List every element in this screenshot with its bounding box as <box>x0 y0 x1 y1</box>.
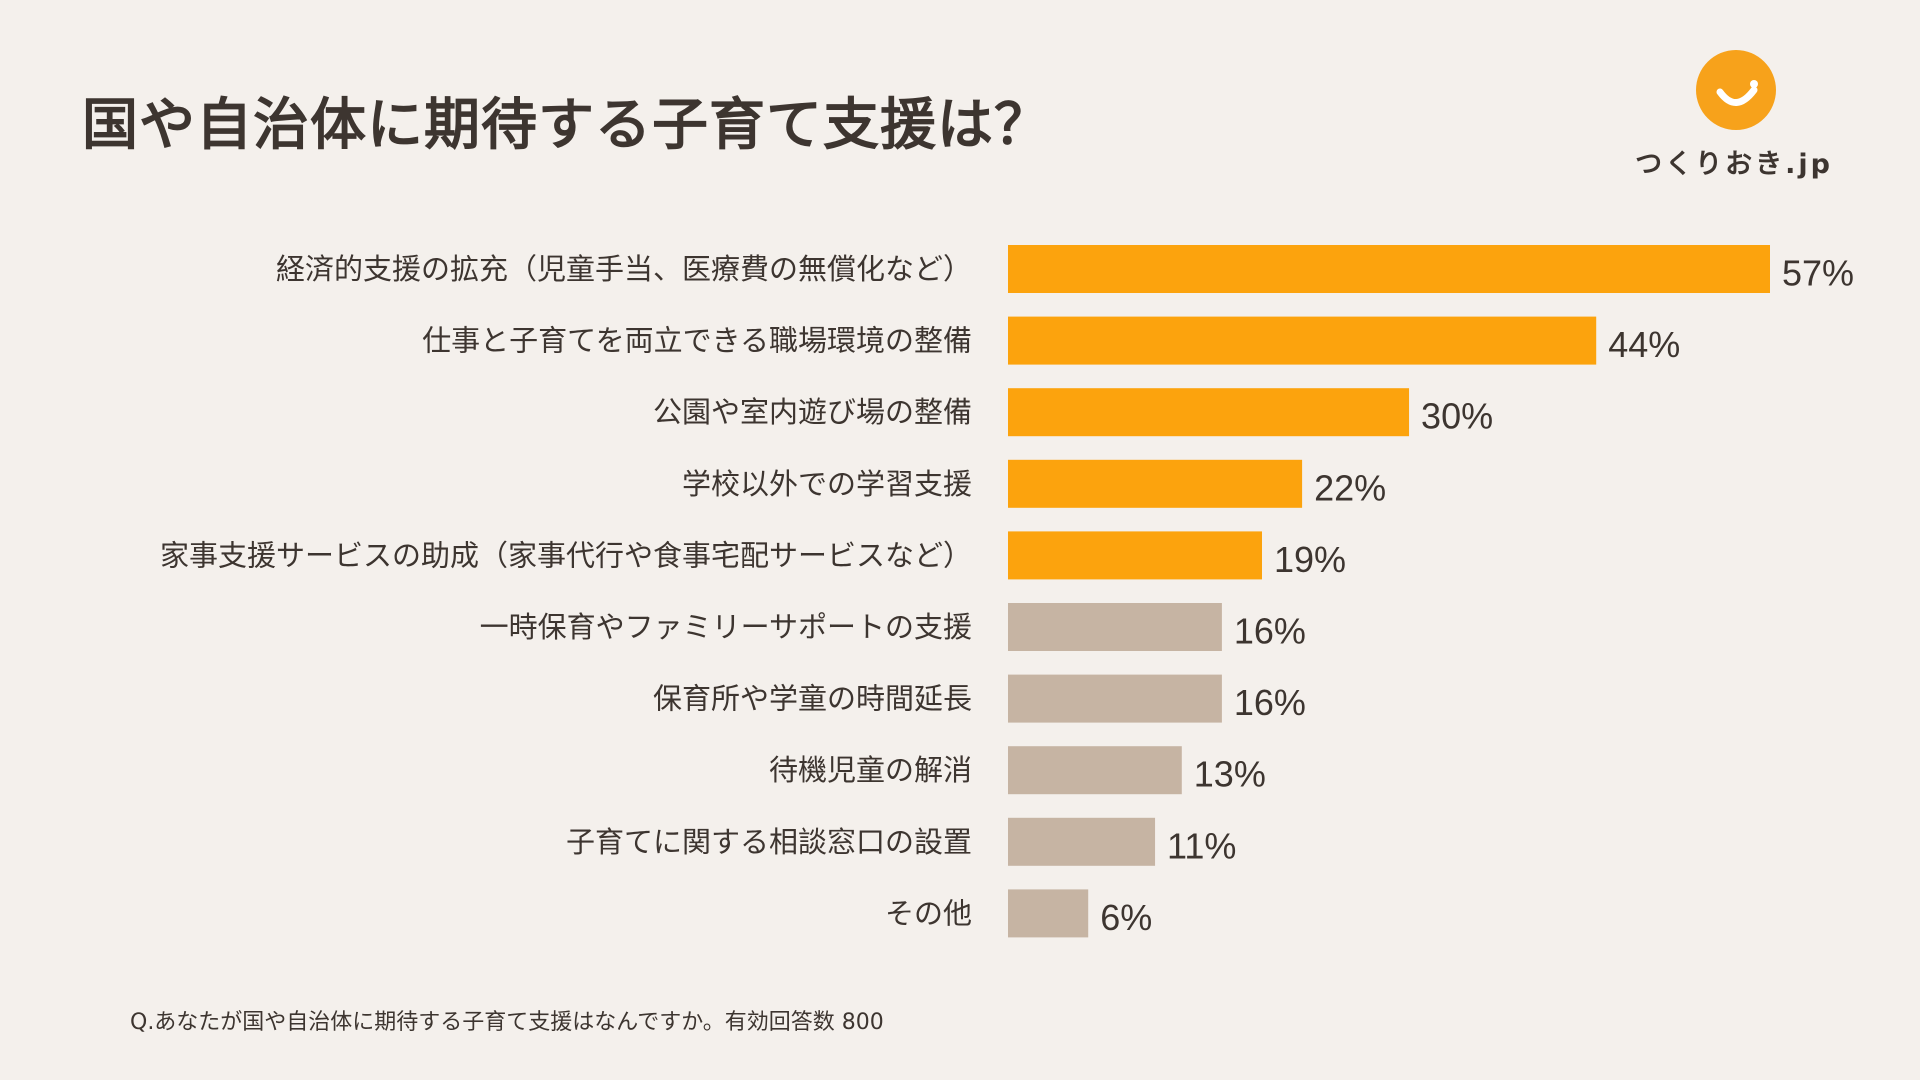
category-label: 経済的支援の拡充（児童手当、医療費の無償化など） <box>276 252 972 286</box>
category-label: 一時保育やファミリーサポートの支援 <box>480 610 972 644</box>
bar <box>1008 531 1262 580</box>
bar <box>1008 817 1156 866</box>
value-label: 16% <box>1234 682 1306 723</box>
footnote: Q.あなたが国や自治体に期待する子育て支援はなんですか。有効回答数 800 <box>130 1010 884 1035</box>
bar <box>1008 603 1222 651</box>
bar <box>1008 316 1597 365</box>
logo-text: つくりおき.jp <box>1635 149 1833 180</box>
value-label: 22% <box>1314 467 1386 508</box>
value-label: 57% <box>1782 253 1854 294</box>
value-label: 30% <box>1421 396 1493 437</box>
bar <box>1008 459 1303 508</box>
value-label: 11% <box>1167 825 1236 866</box>
value-label: 19% <box>1274 539 1346 580</box>
value-label: 13% <box>1194 754 1266 795</box>
bar <box>1008 388 1410 437</box>
category-label: 保育所や学童の時間延長 <box>653 682 972 716</box>
bar <box>1008 674 1222 723</box>
category-label: 学校以外での学習支援 <box>682 467 972 501</box>
category-label: 仕事と子育てを両立できる職場環境の整備 <box>422 324 972 358</box>
category-label: 待機児童の解消 <box>769 753 972 787</box>
chart-title: 国や自治体に期待する子育て支援は？ <box>82 93 1051 158</box>
bar <box>1008 245 1770 293</box>
value-label: 6% <box>1100 897 1152 938</box>
value-label: 16% <box>1234 611 1306 652</box>
category-label: 家事支援サービスの助成（家事代行や食事宅配サービスなど） <box>160 538 972 572</box>
category-label: 公園や室内遊び場の整備 <box>653 395 972 429</box>
logo: つくりおき.jp <box>1614 50 1854 190</box>
category-label: その他 <box>885 896 972 930</box>
smile-icon <box>1696 50 1776 130</box>
bar <box>1008 889 1089 938</box>
value-label: 44% <box>1608 324 1680 365</box>
category-label: 子育てに関する相談窓口の設置 <box>566 825 972 859</box>
bar <box>1008 746 1182 795</box>
